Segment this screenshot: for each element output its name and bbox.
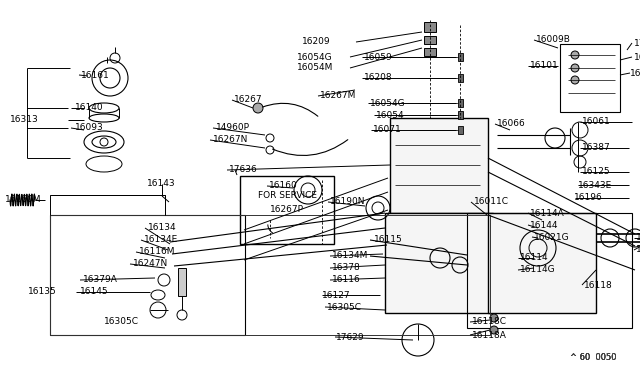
Text: 16305C: 16305C	[104, 317, 139, 327]
Text: 16135: 16135	[28, 288, 57, 296]
Text: 16196: 16196	[574, 193, 603, 202]
Bar	[458, 111, 463, 119]
Text: 16054M: 16054M	[297, 64, 333, 73]
Text: ^ 60  0050: ^ 60 0050	[570, 353, 616, 362]
Text: 16054G: 16054G	[370, 99, 406, 108]
Text: 14960P: 14960P	[216, 124, 250, 132]
Text: 16127: 16127	[322, 291, 351, 299]
Text: 16066: 16066	[497, 119, 525, 128]
Text: 16134E: 16134E	[144, 235, 179, 244]
Bar	[178, 268, 186, 296]
Circle shape	[571, 76, 579, 84]
Bar	[50, 215, 490, 335]
Text: 16160: 16160	[269, 182, 298, 190]
Text: 16054: 16054	[376, 110, 404, 119]
Bar	[390, 118, 488, 213]
Text: 16145: 16145	[80, 288, 109, 296]
Text: 16118: 16118	[584, 280, 612, 289]
Text: 16313: 16313	[10, 115, 39, 125]
Text: 16161: 16161	[81, 71, 109, 80]
Text: 16118A: 16118A	[472, 330, 507, 340]
Text: 16343E: 16343E	[578, 180, 612, 189]
Text: 16267: 16267	[234, 96, 262, 105]
Text: 16387: 16387	[582, 144, 611, 153]
Text: 16190N: 16190N	[330, 198, 365, 206]
Text: ^ 60  0050: ^ 60 0050	[570, 353, 616, 362]
Text: 16134M: 16134M	[332, 251, 369, 260]
Text: 16059: 16059	[364, 52, 393, 61]
Circle shape	[253, 103, 263, 113]
Text: 16144: 16144	[530, 221, 559, 230]
Text: 16160M: 16160M	[5, 196, 42, 205]
Text: 16033M: 16033M	[636, 234, 640, 243]
Text: 17634E: 17634E	[634, 38, 640, 48]
Text: 16010J: 16010J	[636, 246, 640, 254]
Text: 16093: 16093	[75, 124, 104, 132]
Text: 16267P: 16267P	[270, 205, 304, 215]
Text: 16009B: 16009B	[536, 35, 571, 45]
Text: 16116M: 16116M	[139, 247, 175, 257]
Text: ^ 60  0050: ^ 60 0050	[570, 353, 616, 362]
Bar	[424, 22, 436, 32]
Text: 16208: 16208	[364, 74, 392, 83]
Bar	[385, 213, 493, 313]
Text: 17629: 17629	[336, 333, 365, 341]
Bar	[458, 99, 463, 107]
Text: 16114G: 16114G	[520, 266, 556, 275]
Circle shape	[571, 51, 579, 59]
Text: 16305C: 16305C	[327, 302, 362, 311]
Text: 16209: 16209	[302, 38, 331, 46]
Text: 16134: 16134	[148, 224, 177, 232]
Text: 16125: 16125	[582, 167, 611, 176]
Bar	[467, 213, 632, 328]
Circle shape	[571, 64, 579, 72]
Bar	[424, 48, 436, 56]
Text: 16143: 16143	[147, 180, 175, 189]
Bar	[458, 53, 463, 61]
Text: 16114: 16114	[520, 253, 548, 263]
Bar	[458, 126, 463, 134]
Text: 16118C: 16118C	[472, 317, 507, 327]
Text: 16054G: 16054G	[297, 52, 333, 61]
Circle shape	[490, 326, 498, 334]
Bar	[240, 176, 334, 244]
Text: 16021G: 16021G	[534, 232, 570, 241]
Text: 16071: 16071	[373, 125, 402, 135]
Text: 16140: 16140	[75, 103, 104, 112]
Bar	[458, 74, 463, 82]
Circle shape	[490, 314, 498, 322]
Bar	[560, 44, 620, 112]
Bar	[488, 213, 596, 313]
Text: 16011C: 16011C	[474, 198, 509, 206]
Text: 16116: 16116	[332, 276, 361, 285]
Text: 16115: 16115	[374, 235, 403, 244]
Text: 16114A: 16114A	[530, 208, 564, 218]
Text: 16378: 16378	[332, 263, 361, 273]
Text: 16148: 16148	[630, 68, 640, 77]
Text: 16101: 16101	[530, 61, 559, 71]
Text: 17636: 17636	[229, 166, 258, 174]
Text: 16379A: 16379A	[83, 276, 118, 285]
Bar	[424, 36, 436, 44]
Text: 16267N: 16267N	[213, 135, 248, 144]
Text: 16267M: 16267M	[320, 92, 356, 100]
Text: 16151: 16151	[634, 52, 640, 61]
Text: 16061: 16061	[582, 118, 611, 126]
Text: FOR SERVICE: FOR SERVICE	[257, 192, 317, 201]
Bar	[50, 215, 245, 335]
Text: 16247N: 16247N	[133, 260, 168, 269]
